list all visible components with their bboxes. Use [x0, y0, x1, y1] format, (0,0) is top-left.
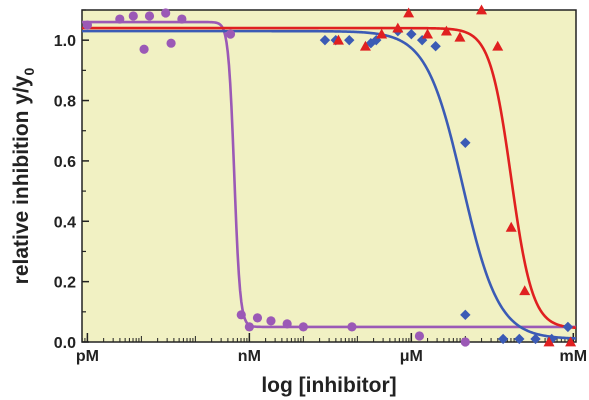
circle-marker: [128, 11, 138, 21]
x-axis-label: log [inhibitor]: [261, 374, 396, 397]
triangle-marker: [403, 7, 415, 18]
diamond-marker: [344, 34, 355, 46]
x-tick-label: pM: [76, 348, 99, 365]
triangle-marker: [543, 336, 555, 347]
triangle-marker: [440, 25, 452, 36]
triangle-marker: [422, 28, 434, 39]
diamond-marker: [460, 137, 471, 148]
circle-marker: [244, 322, 254, 332]
triangle-marker: [392, 22, 404, 33]
tick-labels: 0.0 0.2 0.4 0.6 0.8 1.0 pM nM μM mM: [54, 33, 587, 365]
y-tick-label: 0.0: [54, 335, 76, 352]
triangle-marker: [565, 336, 577, 347]
y-tick-label: 0.6: [54, 154, 76, 171]
circle-marker: [414, 331, 425, 341]
circle-marker: [82, 20, 92, 30]
y-tick-label: 1.0: [54, 33, 76, 50]
triangle-marker: [454, 31, 466, 42]
triangle-marker: [505, 221, 517, 232]
triangle-marker: [376, 28, 388, 39]
y-axis-label-subscript: 0: [21, 67, 37, 75]
circle-marker: [282, 319, 292, 329]
diamond-marker: [562, 321, 574, 333]
circle-marker: [144, 11, 155, 21]
diamond-marker: [514, 333, 525, 345]
circle-marker: [115, 14, 125, 24]
circle-marker: [298, 322, 308, 332]
y-tick-label: 0.2: [54, 275, 76, 292]
fit-curves: [82, 20, 577, 340]
circle-marker: [347, 322, 357, 332]
triangle-marker: [359, 40, 371, 51]
circle-marker: [460, 337, 470, 347]
y-tick-label: 0.4: [54, 214, 76, 231]
circle-marker: [139, 44, 149, 54]
circle-marker: [236, 310, 246, 320]
diamond-marker: [319, 34, 331, 46]
diamond-marker: [497, 333, 509, 345]
diamond-marker: [430, 41, 441, 52]
fit-curve: [82, 26, 577, 330]
fit-curve: [82, 20, 576, 329]
diamond-marker: [406, 28, 417, 40]
circle-marker: [161, 8, 171, 18]
diamond-marker: [530, 333, 541, 345]
x-tick-label: mM: [560, 348, 588, 365]
diamond-marker: [460, 309, 471, 321]
diamond-marker: [416, 34, 428, 46]
plot-area: [81, 9, 577, 343]
triangle-marker: [332, 34, 344, 45]
triangle-marker: [492, 40, 504, 51]
circle-marker: [177, 14, 187, 24]
triangle-marker: [476, 4, 488, 15]
circle-marker: [252, 313, 263, 323]
y-tick-label: 0.8: [54, 94, 76, 111]
fit-curve: [82, 29, 577, 340]
triangle-marker: [519, 285, 531, 296]
x-tick-label: μM: [400, 348, 423, 365]
circle-marker: [166, 38, 176, 48]
circle-marker: [266, 316, 276, 326]
x-tick-label: nM: [238, 348, 261, 365]
axis-ticks: [81, 9, 575, 343]
y-axis-label: relative inhibition y/y0: [10, 67, 37, 284]
circle-marker: [225, 29, 236, 39]
y-axis-label-main: relative inhibition y/y: [10, 75, 33, 284]
data-markers: [82, 4, 577, 347]
